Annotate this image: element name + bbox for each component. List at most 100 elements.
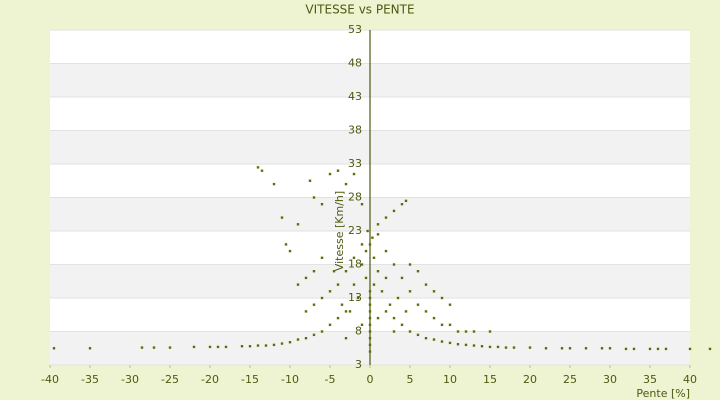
point xyxy=(344,270,348,273)
point xyxy=(360,263,364,266)
point xyxy=(632,347,636,351)
point xyxy=(376,223,380,226)
y-tick-label: 3 xyxy=(355,358,362,371)
point xyxy=(480,345,484,348)
point xyxy=(496,345,500,349)
point xyxy=(272,343,276,347)
point xyxy=(336,316,340,320)
point xyxy=(400,323,404,326)
point xyxy=(320,296,324,300)
point xyxy=(308,179,312,182)
x-axis-label: Pente [%] xyxy=(636,387,690,400)
point xyxy=(240,345,244,348)
point xyxy=(368,296,372,300)
point xyxy=(248,345,252,348)
point xyxy=(400,276,404,280)
point xyxy=(432,290,436,293)
point xyxy=(304,310,308,313)
x-tick-label: 35 xyxy=(643,373,657,386)
x-tick-label: 40 xyxy=(683,373,697,386)
point xyxy=(192,345,196,349)
point xyxy=(488,345,492,349)
point xyxy=(280,216,284,219)
point xyxy=(288,341,292,344)
point xyxy=(328,290,332,293)
point xyxy=(448,341,452,345)
point xyxy=(368,343,372,347)
point xyxy=(152,346,156,349)
point xyxy=(404,310,408,313)
point xyxy=(368,303,372,306)
point xyxy=(456,330,460,333)
point xyxy=(472,344,476,347)
x-tick-label: 0 xyxy=(367,373,374,386)
point xyxy=(368,330,372,333)
point xyxy=(448,303,452,306)
point xyxy=(456,343,460,346)
x-tick-label: 25 xyxy=(563,373,577,386)
point xyxy=(312,303,316,306)
point xyxy=(504,346,508,349)
point xyxy=(488,330,492,333)
point xyxy=(344,182,348,186)
point xyxy=(280,342,284,345)
point xyxy=(448,323,452,326)
point xyxy=(440,323,444,326)
point xyxy=(360,323,364,326)
point xyxy=(392,316,396,320)
point xyxy=(584,347,588,350)
y-tick-label: 53 xyxy=(348,23,362,36)
point xyxy=(312,270,316,273)
x-tick-label: -15 xyxy=(241,373,259,386)
point xyxy=(396,296,400,300)
chart-title: VITESSE vs PENTE xyxy=(305,3,414,17)
point xyxy=(304,337,308,340)
y-tick-label: 38 xyxy=(348,124,362,137)
point xyxy=(168,346,172,349)
point xyxy=(312,333,316,337)
point xyxy=(364,276,368,280)
x-tick-label: -20 xyxy=(201,373,219,386)
point xyxy=(336,169,340,172)
point xyxy=(260,169,264,172)
point xyxy=(400,203,404,206)
point xyxy=(364,249,368,253)
x-tick-label: 5 xyxy=(407,373,414,386)
point xyxy=(52,347,56,350)
point xyxy=(432,316,436,320)
point xyxy=(320,256,324,259)
point xyxy=(340,303,344,306)
point xyxy=(352,283,356,286)
x-tick-label: 30 xyxy=(603,373,617,386)
x-tick-label: -10 xyxy=(281,373,299,386)
y-tick-label: 33 xyxy=(348,157,362,170)
point xyxy=(366,229,369,233)
point xyxy=(371,236,374,239)
point xyxy=(368,323,372,326)
point xyxy=(424,310,428,313)
point xyxy=(344,337,348,340)
point xyxy=(544,347,548,350)
point xyxy=(560,347,564,350)
point xyxy=(372,283,376,286)
x-tick-label: -5 xyxy=(325,373,336,386)
point xyxy=(440,340,444,343)
y-tick-label: 28 xyxy=(348,191,362,204)
grid xyxy=(49,29,691,368)
point xyxy=(648,347,652,351)
point xyxy=(88,347,92,350)
x-tick-label: -40 xyxy=(41,373,59,386)
y-tick-label: 43 xyxy=(348,90,362,103)
point xyxy=(296,223,300,226)
point xyxy=(568,347,572,350)
point xyxy=(256,344,260,347)
point xyxy=(368,316,372,320)
point xyxy=(380,290,384,293)
x-tick-label: 10 xyxy=(443,373,457,386)
point xyxy=(472,330,476,333)
point xyxy=(376,316,380,320)
point xyxy=(512,346,516,349)
point xyxy=(224,345,228,349)
point xyxy=(404,199,408,203)
